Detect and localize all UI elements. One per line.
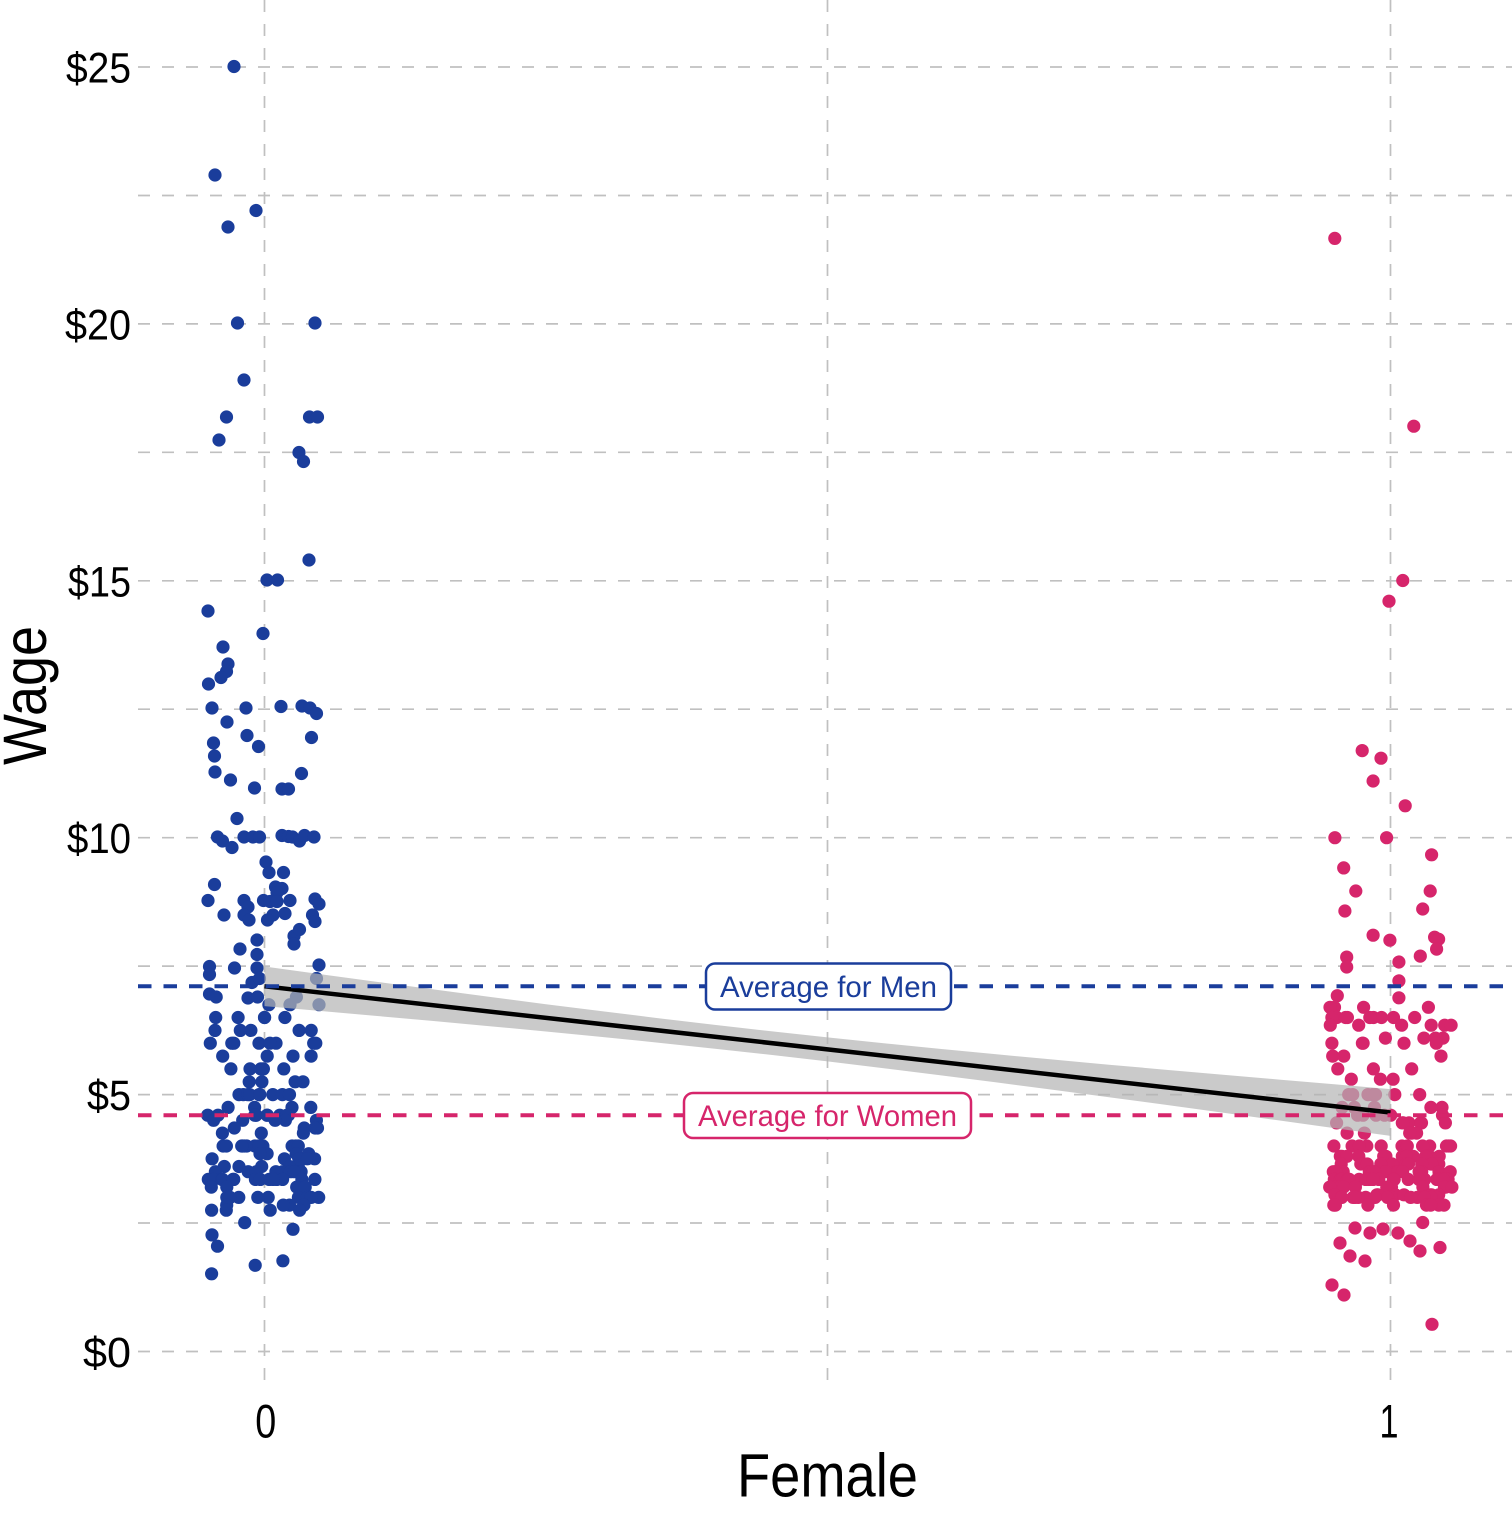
svg-text:1: 1	[1380, 1395, 1399, 1448]
svg-text:0: 0	[255, 1395, 276, 1448]
svg-text:$5: $5	[87, 1072, 131, 1120]
svg-text:$0: $0	[83, 1329, 131, 1377]
svg-text:Female: Female	[737, 1442, 918, 1510]
svg-text:$20: $20	[65, 301, 131, 349]
svg-text:$25: $25	[66, 45, 131, 93]
svg-text:Average for Women: Average for Women	[698, 1100, 957, 1133]
svg-text:Wage: Wage	[0, 626, 59, 765]
svg-text:$10: $10	[67, 815, 131, 863]
svg-text:$15: $15	[68, 558, 131, 606]
svg-text:Average for Men: Average for Men	[720, 971, 937, 1004]
